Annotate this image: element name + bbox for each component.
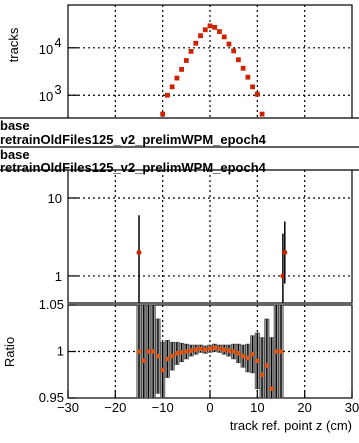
top-data-point <box>226 41 232 47</box>
ratio-data-point <box>179 350 184 355</box>
ratio-x-tick-label: −30 <box>57 400 79 415</box>
top-data-point <box>259 111 265 117</box>
ratio-ylabel: Ratio <box>2 337 17 367</box>
ratio-x-tick-label: −20 <box>104 400 126 415</box>
ratio-data-point <box>198 346 203 352</box>
ratio-data-point <box>226 348 232 353</box>
ratio-data-point <box>240 353 246 359</box>
ratio-data-point <box>136 349 142 354</box>
top-y-tick-exp: 3 <box>54 82 61 97</box>
ratio-y-tick-label: 1 <box>57 344 64 359</box>
ratio-data-point <box>150 349 156 354</box>
ratio-data-point <box>184 349 189 354</box>
top-data-point <box>179 67 184 72</box>
ratio-data-point <box>141 358 147 364</box>
top-y-tick-exp: 4 <box>54 35 61 50</box>
ratio-data-point <box>259 372 265 378</box>
ratio-data-point <box>221 347 227 352</box>
ratio-data-point <box>212 345 218 351</box>
ratio-xlabel: track ref. point z (cm) <box>230 418 352 433</box>
top-data-point <box>202 27 208 33</box>
ratio-data-point <box>269 386 274 392</box>
ratio-data-point <box>250 351 255 357</box>
ratio-data-point <box>193 347 199 352</box>
ratio-data-point <box>231 349 236 354</box>
top-data-point <box>183 58 189 63</box>
legend-entry-1-line1: base <box>0 118 30 133</box>
top-data-point <box>236 57 241 63</box>
ratio-data-point <box>255 358 260 364</box>
top-data-point <box>212 24 218 30</box>
ratio-x-tick-label: −10 <box>152 400 174 415</box>
legend-entry-1-line2: retrainOldFiles125_v2_prelimWPM_epoch4 <box>0 132 267 147</box>
ratio-data-point <box>278 349 284 354</box>
top-data-point <box>160 111 166 117</box>
mid-data-point <box>136 249 142 255</box>
ratio-y-tick-label: 0.95 <box>39 390 64 405</box>
top-ylabel: tracks <box>6 27 21 62</box>
top-data-point <box>188 48 194 54</box>
top-data-point <box>254 91 260 97</box>
ratio-data-point <box>165 356 170 362</box>
ratio-data-point <box>146 349 151 354</box>
top-data-point <box>165 92 170 98</box>
ratio-x-tick-label: 20 <box>297 400 311 415</box>
ratio-data-point <box>245 355 251 361</box>
ratio-data-point <box>207 346 213 352</box>
ratio-data-point <box>202 347 208 352</box>
top-data-point <box>193 40 199 46</box>
legend-entry-2-line1: base <box>0 147 30 162</box>
legend-entry-2-line2: retrainOldFiles125_v2_prelimWPM_epoch4 <box>0 160 267 175</box>
ratio-data-point <box>236 351 241 356</box>
top-data-point <box>250 84 255 90</box>
top-data-point <box>245 74 251 80</box>
top-y-tick-label: 10 <box>39 42 53 57</box>
ratio-x-tick-label: 10 <box>250 400 264 415</box>
mid-data-point <box>282 249 288 255</box>
ratio-data-point <box>169 353 175 359</box>
ratio-data-point <box>174 351 180 356</box>
mid-y-tick-label: 10 <box>48 191 62 206</box>
legend: base retrainOldFiles125_v2_prelimWPM_epo… <box>0 117 359 175</box>
top-panel: tracks <box>6 4 353 121</box>
top-data-point <box>217 29 222 34</box>
ratio-x-tick-label: 0 <box>206 400 213 415</box>
top-data-point <box>240 65 246 71</box>
ratio-data-point <box>188 348 194 353</box>
mid-y-tick-label: 1 <box>55 269 62 284</box>
ratio-data-point <box>155 353 161 359</box>
ratio-data-point <box>217 346 222 352</box>
ratio-data-point <box>273 349 279 354</box>
ratio-data-point <box>264 363 270 368</box>
ratio-data-point <box>160 367 165 373</box>
top-data-point <box>221 34 227 40</box>
top-data-point <box>231 48 237 54</box>
top-data-point <box>174 75 180 81</box>
ratio-y-tick-label: 1.05 <box>39 297 64 312</box>
top-data-point <box>207 23 213 29</box>
ratio-x-tick-label: 30 <box>345 400 359 415</box>
top-data-point <box>198 33 203 39</box>
top-data-point <box>169 84 175 90</box>
top-y-tick-label: 10 <box>39 89 53 104</box>
